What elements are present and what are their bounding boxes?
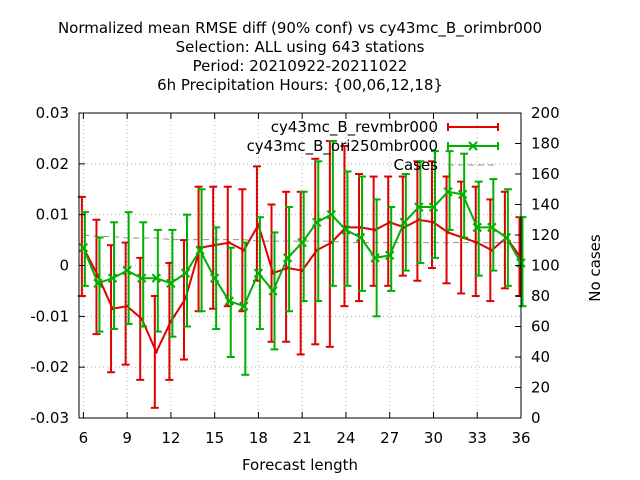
x-tick-label: 15 xyxy=(205,429,224,447)
x-tick-label: 30 xyxy=(424,429,443,447)
data-point xyxy=(239,301,249,311)
x-tick-label: 6 xyxy=(79,429,89,447)
data-point xyxy=(428,202,439,212)
legend-label-ori250mbr000: cy43mc_B_ori250mbr000 xyxy=(247,137,438,156)
y2-tick-label: 60 xyxy=(531,318,550,336)
data-point xyxy=(166,278,176,288)
data-point xyxy=(268,286,278,296)
y2-tick-label: 120 xyxy=(531,226,560,244)
x-tick-label: 9 xyxy=(122,429,132,447)
data-point xyxy=(227,241,231,245)
data-point xyxy=(446,230,450,234)
data-point xyxy=(312,217,322,227)
y2-tick-label: 140 xyxy=(531,196,560,214)
y2-tick-label: 20 xyxy=(531,379,550,397)
data-point xyxy=(107,273,118,283)
legend-label-revmbr000: cy43mc_B_revmbr000 xyxy=(271,118,438,137)
data-series xyxy=(77,139,527,409)
data-point xyxy=(137,273,147,283)
x-tick-label: 33 xyxy=(468,429,487,447)
data-point xyxy=(151,273,162,283)
x-tick-label: 21 xyxy=(293,429,312,447)
y2-axis-label: No cases xyxy=(586,234,604,302)
data-point xyxy=(341,225,351,235)
data-point xyxy=(385,250,395,261)
y2-tick-label: 180 xyxy=(531,135,560,153)
y-tick-label: 0.03 xyxy=(36,104,69,122)
data-point xyxy=(501,232,512,243)
data-point xyxy=(326,209,337,220)
legend-marker xyxy=(468,141,478,151)
y2-tick-label: 40 xyxy=(531,348,550,366)
y-tick-label: 0.02 xyxy=(36,155,69,173)
data-point xyxy=(122,265,132,276)
x-tick-label: 24 xyxy=(336,429,355,447)
cases-series xyxy=(83,234,521,244)
data-point xyxy=(457,189,468,200)
x-tick-label: 36 xyxy=(511,429,530,447)
data-point xyxy=(355,232,366,243)
series-1 xyxy=(78,139,527,376)
legend-label-cases: Cases xyxy=(393,156,438,174)
data-point xyxy=(282,253,293,263)
legend: cy43mc_B_revmbr000 cy43mc_B_ori250mbr000… xyxy=(247,118,499,174)
y2-tick-label: 80 xyxy=(531,287,550,305)
data-point xyxy=(195,245,205,255)
title-line-2: Selection: ALL using 643 stations xyxy=(176,38,425,56)
axes: 6 9 12 15 18 21 24 27 30 33 36 0.03 0.02 0.01 0 -0.01 -0… xyxy=(30,104,559,447)
y2-tick-label: 0 xyxy=(531,409,541,427)
title-line-1: Normalized mean RMSE diff (90% conf) vs … xyxy=(58,19,542,38)
data-point xyxy=(78,243,89,253)
title-line-4: 6h Precipitation Hours: {00,06,12,18} xyxy=(157,76,443,94)
chart-title: Normalized mean RMSE diff (90% conf) vs … xyxy=(58,19,542,94)
x-tick-label: 12 xyxy=(161,429,180,447)
cases-line xyxy=(83,234,521,244)
y-tick-label: 0.01 xyxy=(36,206,69,224)
data-point xyxy=(472,222,482,233)
data-point xyxy=(180,268,191,278)
data-point xyxy=(370,253,380,263)
data-point xyxy=(297,237,307,248)
data-point xyxy=(414,202,424,212)
y-tick-label: -0.03 xyxy=(30,409,69,427)
y-tick-label: -0.01 xyxy=(30,307,69,325)
data-point xyxy=(93,278,103,288)
y2-tick-label: 160 xyxy=(531,165,560,183)
data-point xyxy=(443,187,453,197)
y2-tick-label: 200 xyxy=(531,104,560,122)
x-tick-label: 27 xyxy=(380,429,399,447)
y-tick-label: -0.02 xyxy=(30,358,69,376)
y-tick-label: 0 xyxy=(59,257,69,275)
y2-tick-label: 100 xyxy=(531,257,560,275)
title-line-3: Period: 20210922-20211022 xyxy=(193,57,408,75)
data-point xyxy=(224,296,234,306)
data-point xyxy=(487,222,497,233)
x-axis-label: Forecast length xyxy=(242,456,358,474)
data-point xyxy=(154,350,158,354)
data-point xyxy=(209,273,220,283)
x-tick-label: 18 xyxy=(249,429,268,447)
data-point xyxy=(253,268,264,278)
data-point xyxy=(399,217,410,227)
